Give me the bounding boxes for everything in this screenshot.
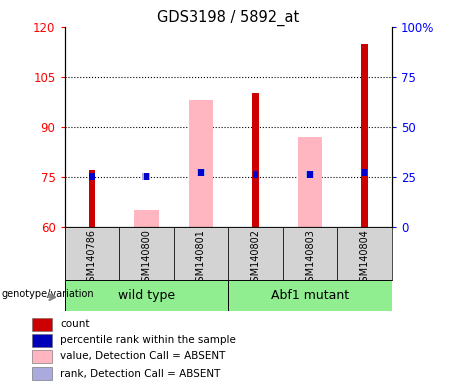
Text: percentile rank within the sample: percentile rank within the sample [60, 335, 236, 345]
Bar [228, 227, 283, 280]
Title: GDS3198 / 5892_at: GDS3198 / 5892_at [157, 9, 299, 25]
Bar [337, 227, 392, 280]
Bar [65, 280, 228, 311]
Bar [228, 280, 392, 311]
Bar [144, 173, 149, 180]
Bar [189, 100, 213, 227]
Text: GSM140803: GSM140803 [305, 229, 315, 288]
Text: value, Detection Call = ABSENT: value, Detection Call = ABSENT [60, 351, 225, 361]
Bar [32, 334, 52, 347]
Bar [253, 171, 258, 178]
Bar [306, 171, 314, 178]
Bar [32, 350, 52, 363]
Bar [252, 93, 259, 227]
Text: Abf1 mutant: Abf1 mutant [271, 289, 349, 302]
Bar [283, 227, 337, 280]
Bar [65, 227, 119, 280]
Bar [142, 173, 150, 180]
Bar [32, 318, 52, 331]
Bar [174, 227, 228, 280]
Bar [298, 137, 322, 227]
Text: rank, Detection Call = ABSENT: rank, Detection Call = ABSENT [60, 369, 221, 379]
Text: GSM140786: GSM140786 [87, 229, 97, 288]
Text: wild type: wild type [118, 289, 175, 302]
Text: count: count [60, 319, 90, 329]
Text: GSM140800: GSM140800 [142, 229, 151, 288]
Bar [307, 171, 313, 178]
Bar [89, 170, 95, 227]
Bar [197, 169, 205, 176]
Bar [362, 169, 367, 176]
Bar [119, 227, 174, 280]
Bar [32, 367, 52, 380]
Bar [134, 210, 159, 227]
Text: GSM140804: GSM140804 [360, 229, 370, 288]
Bar [361, 43, 368, 227]
Bar [198, 169, 204, 176]
Text: GSM140802: GSM140802 [250, 229, 260, 288]
Bar [89, 173, 95, 180]
Text: GSM140801: GSM140801 [196, 229, 206, 288]
Text: genotype/variation: genotype/variation [1, 289, 94, 299]
